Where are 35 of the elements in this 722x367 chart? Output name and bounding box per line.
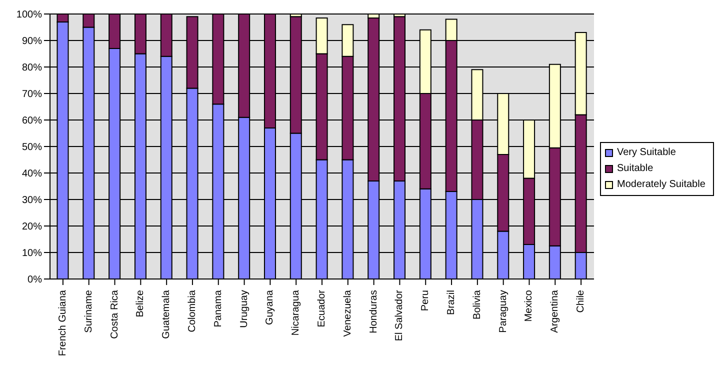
x-tick-label: Honduras xyxy=(368,290,380,334)
x-tick-label: Panama xyxy=(212,290,224,328)
y-tick-label: 30% xyxy=(22,195,42,206)
x-tick-label: Uruguay xyxy=(238,290,250,328)
x-tick-label: Argentina xyxy=(550,290,561,333)
x-tick-label: Colombia xyxy=(186,290,198,332)
x-tick-label: El Salvador xyxy=(394,289,406,342)
y-tick-label: 70% xyxy=(22,89,42,100)
x-tick-label: Guyana xyxy=(264,290,276,326)
x-tick-label: Mexico xyxy=(524,290,535,322)
legend-label: Moderately Suitable xyxy=(617,178,706,192)
y-tick-label: 20% xyxy=(22,222,42,233)
x-tick-label: Guatemala xyxy=(161,290,172,339)
x-tick-label: Costa Rica xyxy=(109,290,120,339)
x-tick-label: Peru xyxy=(420,290,432,312)
x-tick-label: Brazil xyxy=(446,290,458,316)
y-tick-label: 50% xyxy=(22,142,42,154)
y-tick-label: 90% xyxy=(22,36,42,48)
x-tick-label: Belize xyxy=(135,290,146,318)
y-tick-label: 40% xyxy=(22,168,42,180)
y-tick-label: 10% xyxy=(22,248,42,260)
y-tick-label: 80% xyxy=(22,62,42,74)
x-tick-label: Ecuador xyxy=(316,289,328,328)
x-tick-label: French Guiana xyxy=(57,290,68,356)
x-tick-label: Nicaragua xyxy=(290,290,302,336)
x-tick-label: Chile xyxy=(576,290,587,313)
y-tick-label: 60% xyxy=(22,116,42,127)
x-tick-label: Venezuela xyxy=(342,290,354,337)
legend-label: Suitable xyxy=(617,162,654,176)
x-tick-label: Paraguay xyxy=(498,290,509,333)
x-tick-label: Suriname xyxy=(83,290,94,333)
legend-label: Very Suitable xyxy=(617,146,676,160)
x-tick-label: Bolivia xyxy=(472,290,483,320)
y-tick-label: 100% xyxy=(16,10,42,21)
y-tick-label: 0% xyxy=(28,274,42,286)
